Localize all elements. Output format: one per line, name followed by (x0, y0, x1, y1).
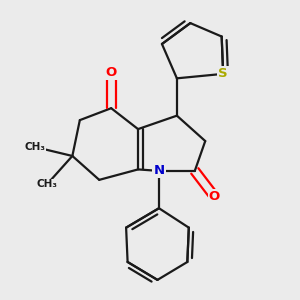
Text: CH₃: CH₃ (37, 179, 58, 189)
Text: O: O (106, 66, 117, 79)
Text: S: S (218, 68, 228, 80)
Text: O: O (208, 190, 220, 203)
Text: N: N (153, 164, 164, 177)
Text: CH₃: CH₃ (25, 142, 46, 152)
